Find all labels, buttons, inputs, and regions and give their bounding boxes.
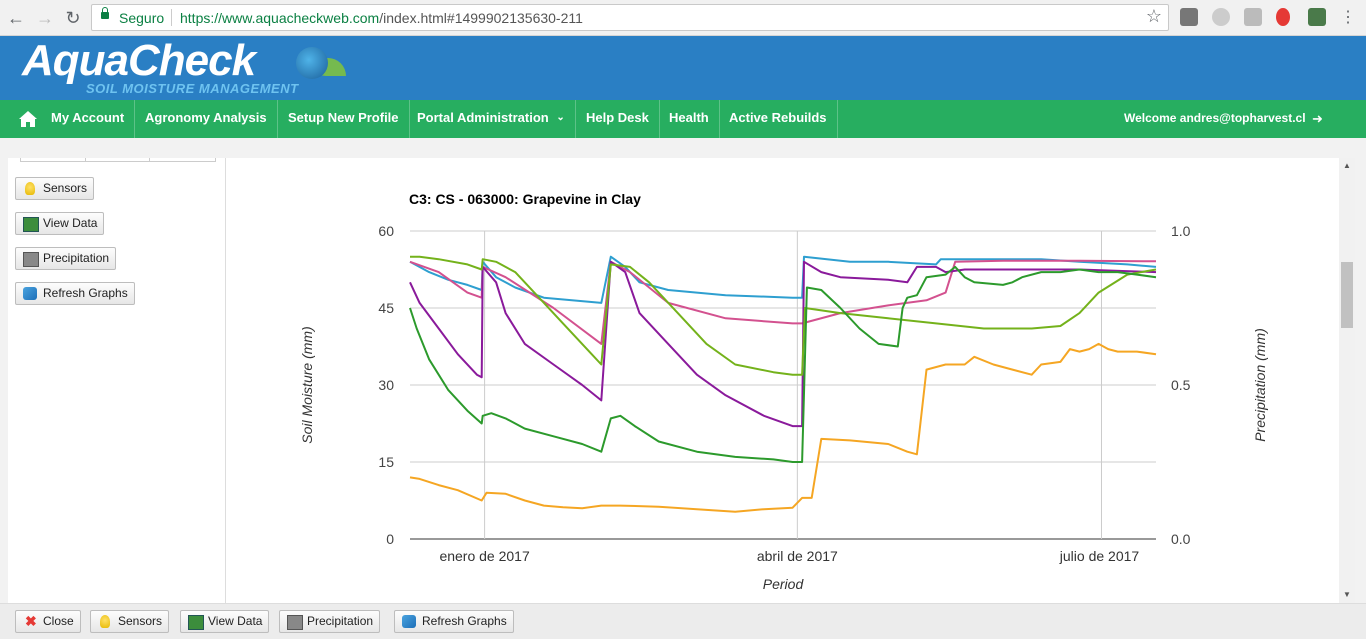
calculator-icon — [23, 252, 39, 267]
menu-help-desk[interactable]: Help Desk — [576, 100, 660, 138]
y2-tick-label: 0.5 — [1171, 377, 1191, 393]
y-tick-label: 30 — [378, 377, 394, 393]
scrollbar-thumb[interactable] — [1341, 262, 1353, 328]
sensors-button-label: Sensors — [43, 181, 88, 195]
reload-icon[interactable]: ↻ — [65, 8, 81, 28]
soil-moisture-chart: 0 15 30 45 60 0.0 0.5 1.0 enero de 2017 abril de … — [299, 223, 1268, 592]
lightbulb-icon — [100, 615, 110, 628]
close-icon: ✖ — [25, 613, 37, 629]
url-text[interactable]: https://www.aquacheckweb.com/index.html#… — [180, 10, 583, 26]
series-line-4 — [409, 265, 1157, 463]
scroll-up-icon[interactable]: ▲ — [1343, 161, 1351, 170]
spreadsheet-icon — [23, 217, 39, 232]
y-tick-label: 45 — [378, 300, 394, 316]
welcome-text: Welcome andres@topharvest.cl — [1124, 111, 1306, 125]
y2-tick-label: 1.0 — [1171, 223, 1191, 239]
menu-my-account[interactable]: My Account — [41, 100, 136, 138]
browser-toolbar: ← → ↻ Seguro https://www.aquacheckweb.co… — [0, 0, 1366, 36]
bottom-refresh-graphs-button-label: Refresh Graphs — [422, 614, 507, 628]
lock-icon — [101, 7, 109, 19]
view-data-button-label: View Data — [43, 216, 98, 230]
x-axis-label: Period — [763, 576, 805, 592]
back-icon[interactable]: ← — [7, 8, 25, 28]
lightbulb-icon — [25, 182, 35, 195]
logo-subtitle: SOIL MOISTURE MANAGEMENT — [86, 81, 299, 96]
menu-portal-administration-label: Portal Administration — [417, 110, 549, 125]
forward-icon[interactable]: → — [36, 8, 54, 28]
y-tick-label: 15 — [378, 454, 394, 470]
brand-header: AquaCheck SOIL MOISTURE MANAGEMENT — [0, 36, 1366, 100]
bottom-view-data-button-label: View Data — [208, 614, 263, 628]
left-panel: Sensors View Data Precipitation Refresh … — [8, 158, 226, 603]
extension-icon[interactable] — [1180, 8, 1198, 26]
chart-panel — [226, 158, 1339, 603]
y-tick-label: 0 — [386, 531, 394, 547]
dropbox-icon[interactable] — [1244, 8, 1262, 26]
home-icon[interactable] — [18, 109, 38, 129]
logo-globe-icon — [296, 47, 328, 79]
logo-text: AquaCheck — [22, 36, 256, 85]
bottom-view-data-button[interactable]: View Data — [180, 610, 270, 633]
precipitation-button-label: Precipitation — [43, 251, 110, 265]
series-line-3 — [410, 255, 1157, 376]
chevron-down-icon: ⌄ — [556, 112, 565, 123]
y2-axis-label: Precipitation (mm) — [1252, 328, 1268, 442]
series-line-5 — [409, 342, 1157, 513]
bottom-sensors-button-label: Sensors — [118, 614, 163, 628]
refresh-icon — [23, 287, 37, 300]
close-button[interactable]: ✖ Close — [15, 610, 81, 633]
x-tick-label: abril de 2017 — [757, 548, 838, 564]
address-bar[interactable]: Seguro https://www.aquacheckweb.com/inde… — [91, 4, 1169, 31]
secure-label: Seguro — [119, 10, 165, 26]
y2-tick-label: 0.0 — [1171, 531, 1191, 547]
opera-icon[interactable] — [1276, 8, 1290, 26]
menu-portal-administration[interactable]: Portal Administration ⌄ — [407, 100, 576, 138]
view-data-button[interactable]: View Data — [15, 212, 105, 235]
y-axis-label: Soil Moisture (mm) — [299, 326, 315, 443]
chart-title: C3: CS - 063000: Grapevine in Clay — [409, 191, 641, 207]
refresh-graphs-button-label: Refresh Graphs — [43, 286, 128, 300]
x-tick-label: julio de 2017 — [1059, 548, 1140, 564]
close-button-label: Close — [43, 614, 74, 628]
bookmark-star-icon[interactable]: ☆ — [1145, 6, 1162, 26]
menu-agronomy-analysis[interactable]: Agronomy Analysis — [135, 100, 278, 138]
main-menu: My Account Agronomy Analysis Setup New P… — [0, 100, 1366, 138]
refresh-graphs-button[interactable]: Refresh Graphs — [15, 282, 135, 305]
y-tick-label: 60 — [378, 223, 394, 239]
photo-extension-icon[interactable] — [1308, 8, 1326, 26]
bottom-precipitation-button[interactable]: Precipitation — [279, 610, 381, 633]
series-line-2 — [409, 260, 1157, 428]
refresh-icon — [402, 615, 416, 628]
bottom-precipitation-button-label: Precipitation — [307, 614, 374, 628]
series-line-1 — [409, 259, 1157, 345]
scroll-down-icon[interactable]: ▼ — [1343, 590, 1351, 599]
drive-icon[interactable] — [1212, 8, 1230, 26]
bottom-sensors-button[interactable]: Sensors — [90, 610, 170, 633]
x-tick-label: enero de 2017 — [439, 548, 530, 564]
sensors-button[interactable]: Sensors — [15, 177, 95, 200]
bottom-refresh-graphs-button[interactable]: Refresh Graphs — [394, 610, 514, 633]
tab-strip-fragment — [20, 158, 216, 162]
precipitation-button[interactable]: Precipitation — [15, 247, 117, 270]
menu-setup-new-profile[interactable]: Setup New Profile — [278, 100, 410, 138]
menu-dots-icon[interactable]: ⋮ — [1340, 9, 1356, 26]
spreadsheet-icon — [188, 615, 204, 630]
vertical-scrollbar[interactable]: ▲ ▼ — [1339, 158, 1355, 603]
menu-health[interactable]: Health — [659, 100, 720, 138]
bottom-toolbar: ✖ Close Sensors View Data Precipitation … — [0, 603, 1366, 639]
calculator-icon — [287, 615, 303, 630]
menu-active-rebuilds[interactable]: Active Rebuilds — [719, 100, 838, 138]
logout-icon[interactable]: ➜ — [1312, 111, 1323, 126]
divider — [171, 9, 172, 26]
